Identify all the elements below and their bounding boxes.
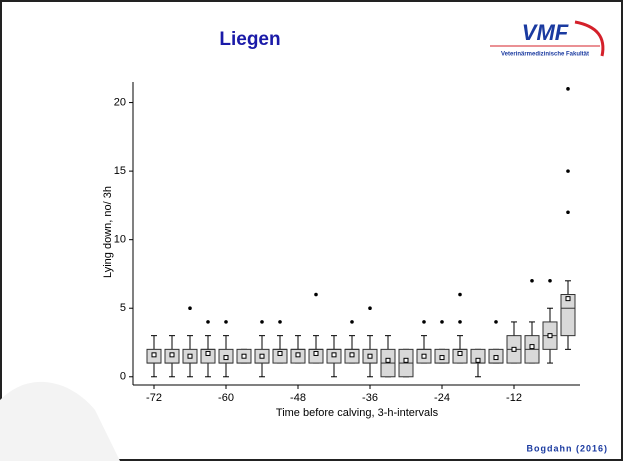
outlier (206, 320, 210, 324)
mean (547, 333, 553, 339)
outlier (494, 320, 498, 324)
y-axis-label: Lying down, no/ 3h (102, 186, 114, 278)
mean (277, 350, 283, 356)
mean (475, 357, 481, 363)
x-tick-label: -48 (290, 392, 306, 404)
slide-title: Liegen (219, 29, 280, 50)
mean (439, 355, 445, 361)
mean (259, 353, 265, 359)
mean (565, 296, 571, 302)
outlier (440, 320, 444, 324)
outlier (350, 320, 354, 324)
outlier (566, 87, 570, 91)
mean (187, 353, 193, 359)
mean (421, 353, 427, 359)
mean (169, 352, 175, 358)
y-tick-label: 0 (120, 371, 126, 383)
x-tick-label: -72 (146, 392, 162, 404)
outlier (422, 320, 426, 324)
logo-arc (574, 20, 605, 57)
outlier (260, 320, 264, 324)
mean (205, 350, 211, 356)
outlier (566, 210, 570, 215)
outlier (314, 292, 318, 297)
watermark (0, 381, 120, 461)
y-tick-label: 5 (120, 302, 126, 314)
x-tick-label: -36 (362, 392, 378, 404)
y-tick-label: 20 (114, 96, 126, 108)
mean (403, 357, 409, 363)
mean (349, 352, 355, 358)
logo-subtitle: Veterinärmedizinische Fakultät (501, 52, 589, 58)
x-tick-label: -12 (506, 392, 522, 404)
box (560, 294, 576, 337)
outlier (368, 306, 372, 311)
y-tick-label: 10 (114, 234, 126, 246)
x-tick-label: -24 (434, 392, 450, 404)
footer: Bogdahn (2016) (526, 443, 608, 453)
x-axis-label: Time before calving, 3-h-intervals (276, 407, 439, 419)
mean (241, 353, 247, 359)
mean (385, 357, 391, 363)
mean (493, 355, 499, 361)
mean (295, 352, 301, 358)
mean (151, 352, 157, 358)
outlier (224, 320, 228, 324)
mean (331, 352, 337, 358)
outlier (566, 169, 570, 173)
outlier (458, 320, 462, 324)
mean (529, 344, 535, 350)
mean (313, 350, 319, 356)
mean (457, 350, 463, 356)
logo: VMF (522, 20, 569, 45)
y-tick-label: 15 (114, 165, 126, 177)
outlier (278, 320, 282, 324)
outlier (188, 306, 192, 311)
mean (223, 355, 229, 361)
outlier (530, 279, 534, 283)
outlier (548, 279, 552, 283)
x-tick-label: -60 (218, 392, 234, 404)
mean (367, 353, 373, 359)
mean (511, 346, 517, 352)
outlier (458, 292, 462, 297)
